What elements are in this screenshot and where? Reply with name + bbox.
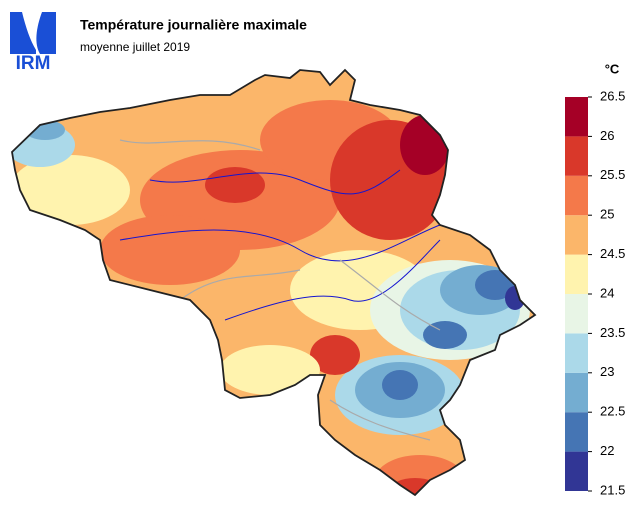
legend-swatch (565, 136, 588, 176)
legend-tick-label: 23 (600, 364, 614, 379)
legend-swatch (565, 451, 588, 491)
legend-swatch (565, 333, 588, 373)
logo-text: IRM (16, 53, 51, 74)
logo-shape (10, 12, 36, 54)
title: Température journalière maximale (80, 17, 307, 33)
legend-tick-label: 25.5 (600, 167, 625, 182)
legend-swatch (565, 175, 588, 216)
legend-swatch (565, 97, 588, 137)
subtitle: moyenne juillet 2019 (80, 40, 190, 54)
legend-swatch (565, 215, 588, 255)
legend-tick-label: 26.5 (600, 88, 625, 103)
legend-tick-label: 24.5 (600, 246, 625, 261)
logo: IRM (10, 12, 56, 74)
legend-swatch (565, 254, 588, 294)
legend-swatch (565, 372, 588, 413)
legend-swatch (565, 412, 588, 452)
legend-tick-label: 25 (600, 207, 614, 222)
legend-swatch (565, 294, 588, 334)
legend-tick-label: 23.5 (600, 325, 625, 340)
legend-tick-label: 22 (600, 443, 614, 458)
legend-unit: °C (605, 61, 620, 76)
logo-shape (36, 12, 56, 54)
legend: 21.5 22 22.5 23 23.5 24 24.5 25 25.5 26 26.5 (565, 88, 625, 497)
legend-tick-label: 26 (600, 128, 614, 143)
legend-tick-label: 24 (600, 285, 614, 300)
temperature-map (12, 70, 535, 495)
legend-tick-label: 21.5 (600, 482, 625, 497)
legend-tick-label: 22.5 (600, 404, 625, 419)
